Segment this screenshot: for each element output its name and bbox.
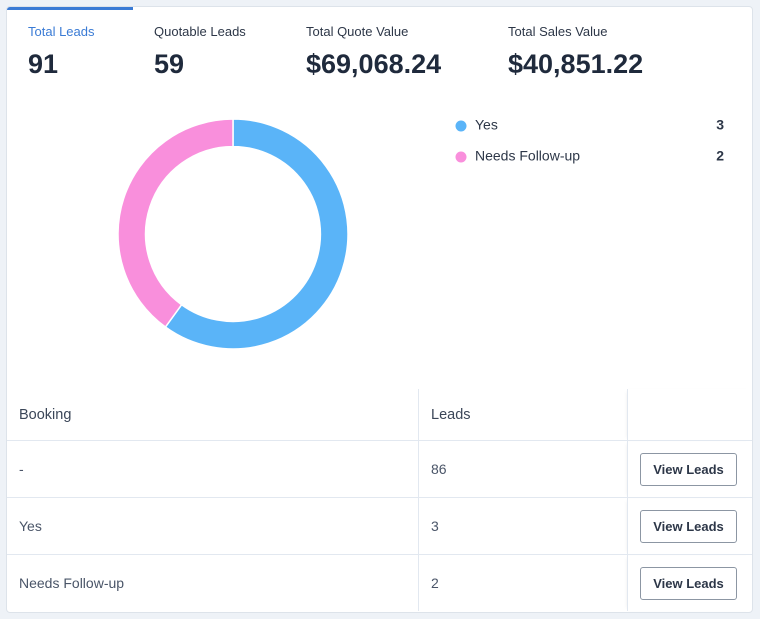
header-cell <box>627 389 752 441</box>
legend-value: 3 <box>716 117 724 133</box>
stat-label: Total Quote Value <box>306 24 409 39</box>
header-cell: Booking <box>19 406 72 423</box>
cell: Needs Follow-up <box>7 554 419 611</box>
cell: View Leads <box>627 440 752 498</box>
donut-slice <box>164 118 349 350</box>
table-row: -86 View Leads <box>7 440 752 498</box>
table-row: Needs Follow-up 2 View Leads <box>7 554 752 611</box>
stat[interactable]: Total Sales Value $40,851.22 <box>508 24 643 80</box>
view-leads-button[interactable]: View Leads <box>640 452 737 486</box>
cell: View Leads <box>627 497 752 555</box>
donut-chart: Yes 3 Needs Follow-up 2 <box>117 117 724 350</box>
active-tab-indicator <box>7 7 133 10</box>
table-row: Yes 3 View Leads <box>7 497 752 555</box>
cell: Yes <box>7 497 419 555</box>
cell: 86 <box>418 440 628 498</box>
header-cell: Leads <box>418 389 628 441</box>
legend-marker <box>455 151 467 163</box>
stat-label: Total Sales Value <box>508 24 608 39</box>
header-row: Booking Leads <box>7 389 752 441</box>
cell: - <box>7 440 419 498</box>
legend-value: 2 <box>716 148 724 164</box>
stat-value: 91 <box>28 49 59 79</box>
card: Total Leads 91 Quotable Leads 59 Total Quo… <box>6 6 753 613</box>
view-leads-button[interactable]: View Leads <box>640 509 737 543</box>
stat-value: 59 <box>154 49 185 79</box>
stat-value: $69,068.24 <box>306 49 442 79</box>
stat-value: $40,851.22 <box>508 49 644 79</box>
stat-label: Total Leads <box>28 24 95 39</box>
cell: View Leads <box>627 554 752 611</box>
view-leads-button[interactable]: View Leads <box>640 566 737 600</box>
legend-label: Yes <box>475 117 498 133</box>
cell: 3 <box>418 497 628 555</box>
stat[interactable]: Total Leads 91 <box>28 24 95 80</box>
legend-marker <box>455 120 467 132</box>
stat[interactable]: Total Quote Value $69,068.24 <box>306 24 441 80</box>
legend-label: Needs Follow-up <box>475 148 580 164</box>
table: Booking Leads -86 View Leads Yes 3 View Lead… <box>7 389 752 611</box>
stat-label: Quotable Leads <box>154 24 246 39</box>
donut-slice <box>117 118 234 329</box>
cell: 2 <box>418 554 628 611</box>
stat[interactable]: Quotable Leads 59 <box>154 24 246 80</box>
